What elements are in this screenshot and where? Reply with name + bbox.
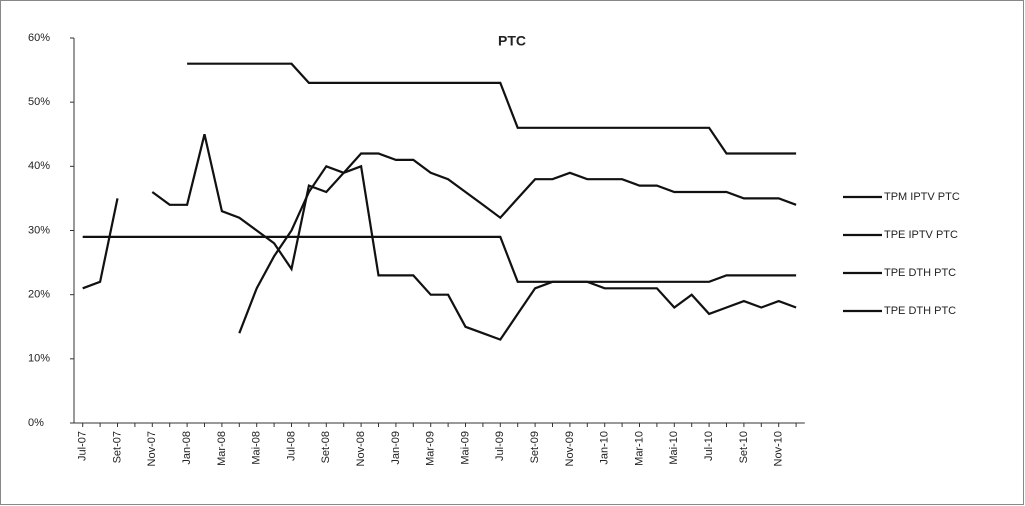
x-tick-label: Jul-08	[285, 431, 297, 461]
x-tick-label: Mar-09	[425, 431, 437, 466]
y-tick-label: 0%	[28, 417, 44, 429]
legend-label: TPE IPTV PTC	[884, 229, 958, 241]
x-tick-label: Nov-07	[146, 431, 158, 466]
x-tick-label: Nov-10	[773, 431, 785, 466]
y-tick-label: 10%	[28, 353, 50, 365]
x-tick-label: Mar-08	[216, 431, 228, 466]
x-tick-label: Mar-10	[633, 431, 645, 466]
series-line	[82, 134, 797, 341]
x-tick-label: Nov-08	[355, 431, 367, 466]
x-tick-label: Jul-10	[703, 431, 715, 461]
x-tick-label: Jan-08	[181, 431, 193, 465]
series-line	[82, 235, 797, 283]
x-tick-label: Jul-09	[494, 431, 506, 461]
legend-label: TPE DTH PTC	[884, 305, 956, 317]
x-tick-label: Jan-10	[599, 431, 611, 465]
legend-label: TPM IPTV PTC	[884, 191, 960, 203]
y-tick-label: 20%	[28, 289, 50, 301]
x-tick-label: Set-07	[111, 431, 123, 463]
x-tick-label: Set-10	[738, 431, 750, 463]
x-tick-label: Mai-08	[251, 431, 263, 465]
chart-title: PTC	[498, 33, 526, 49]
x-tick-label: Jan-09	[390, 431, 402, 465]
y-tick-label: 30%	[28, 224, 50, 236]
legend-label: TPE DTH PTC	[884, 267, 956, 279]
x-tick-label: Mai-10	[668, 431, 680, 465]
y-tick-label: 50%	[28, 96, 50, 108]
x-tick-label: Mai-09	[459, 431, 471, 465]
series-line	[187, 62, 797, 155]
x-tick-label: Nov-09	[564, 431, 576, 466]
x-tick-label: Jul-07	[77, 431, 89, 461]
y-tick-label: 40%	[28, 160, 50, 172]
x-tick-label: Set-09	[529, 431, 541, 463]
series-line	[238, 152, 797, 334]
x-tick-label: Set-08	[320, 431, 332, 463]
y-tick-label: 60%	[28, 32, 50, 44]
